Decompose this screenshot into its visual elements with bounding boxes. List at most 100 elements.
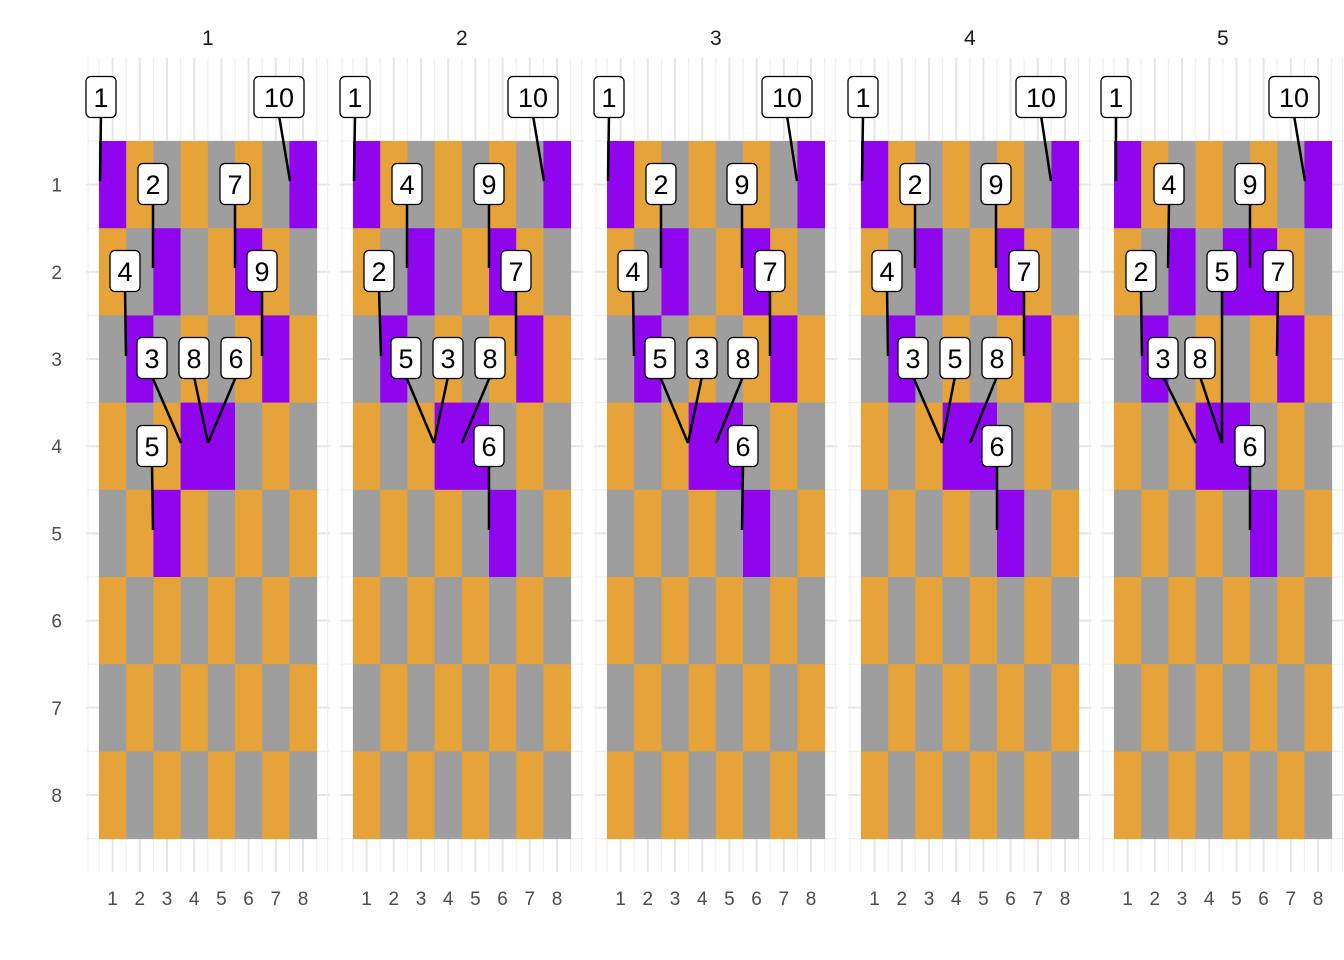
board-cell (262, 751, 290, 840)
board-cell (888, 402, 916, 491)
board-cell (353, 751, 381, 840)
board-cell (997, 577, 1025, 665)
label-box (1153, 162, 1185, 206)
board-cell (661, 664, 690, 752)
board-cell (861, 751, 889, 840)
label-leader (150, 464, 155, 531)
board-cell (607, 489, 635, 578)
label-box (644, 336, 676, 380)
board-cell (861, 489, 889, 578)
board-cell (235, 664, 263, 752)
board-cell (1195, 489, 1224, 578)
board-cell (353, 489, 381, 578)
label-leader (785, 115, 799, 182)
board-cell (1222, 664, 1251, 752)
board-cell (407, 751, 436, 840)
label-text: 6 (481, 432, 496, 462)
board-cell (915, 664, 944, 752)
board-cell (235, 402, 263, 491)
highlight-cell (289, 141, 318, 229)
label-leader (460, 376, 492, 444)
board-cell (516, 577, 544, 665)
label-box (847, 75, 879, 119)
label-box (137, 162, 169, 206)
panel-strip-label: 4 (964, 27, 976, 50)
board-cell (797, 315, 826, 404)
label-box (617, 249, 649, 293)
label-box (754, 249, 786, 293)
board-cell (1051, 228, 1080, 316)
x-tick-label: 2 (389, 889, 400, 910)
label-text: 2 (653, 170, 668, 200)
board-cell (1277, 577, 1305, 665)
board-cell (207, 228, 236, 316)
highlight-cell (153, 489, 182, 578)
label-leader (940, 376, 957, 444)
board-cell (888, 489, 916, 578)
label-text: 7 (1016, 257, 1031, 287)
label-box (473, 162, 505, 206)
x-tick-label: 7 (779, 889, 790, 910)
label-text: 3 (694, 344, 709, 374)
label-box (339, 75, 371, 119)
board-cell (516, 751, 544, 840)
label-box (1234, 424, 1266, 468)
board-cell (289, 315, 318, 404)
label-box (1268, 75, 1320, 119)
board-cell (607, 751, 635, 840)
board-cell (1024, 402, 1052, 491)
board-cell (969, 489, 998, 578)
board-cell (1168, 751, 1197, 840)
board-cell (461, 489, 490, 578)
label-box (686, 336, 718, 380)
label-box (980, 162, 1012, 206)
board-cell (180, 751, 209, 840)
label-leader (150, 376, 183, 444)
board-cell (1141, 751, 1169, 840)
label-leader (1161, 375, 1198, 444)
panel: 31 2 3 4 5 6 7 81 102 94 75 3 86 (593, 27, 838, 910)
board-cell (770, 577, 798, 665)
highlight-cell (770, 315, 798, 404)
highlight-cell (861, 141, 889, 229)
x-tick-label: 8 (1060, 889, 1071, 910)
x-tick-label: 4 (443, 889, 454, 910)
label-box (1147, 336, 1179, 380)
board-cell (1024, 664, 1052, 752)
label-leader (123, 289, 128, 357)
label-box (981, 424, 1013, 468)
label-leader (531, 115, 546, 182)
board-cell (1051, 315, 1080, 404)
y-tick-label: 4 (51, 437, 62, 458)
highlight-cell (1250, 489, 1278, 578)
board-cell (1024, 751, 1052, 840)
board-cell (289, 664, 318, 752)
board-cell (1195, 577, 1224, 665)
label-box (136, 424, 168, 468)
board-cell (126, 489, 154, 578)
label-leader (714, 376, 745, 444)
board-cell (942, 228, 971, 316)
y-tick-label: 2 (51, 263, 62, 284)
label-leader (885, 289, 890, 357)
board-cell (1304, 402, 1333, 491)
panel: 51 2 3 4 5 6 7 81 104 92 5 73 86 (1100, 27, 1344, 910)
label-box (761, 75, 813, 119)
label-leader (1292, 115, 1307, 182)
board-cell (516, 402, 544, 491)
label-text: 5 (398, 344, 413, 374)
label-leader (740, 464, 745, 531)
board-cell (861, 402, 889, 491)
panel-strip-label: 2 (456, 27, 468, 50)
board-cell (489, 664, 517, 752)
label-leader (432, 376, 450, 444)
label-box (645, 162, 677, 206)
board-cell (1304, 577, 1333, 665)
highlight-cell (743, 489, 771, 578)
label-text: 10 (772, 83, 802, 113)
label-text: 10 (264, 83, 294, 113)
board-cell (1114, 751, 1142, 840)
x-tick-label: 3 (416, 889, 427, 910)
board-cell (262, 577, 290, 665)
label-text: 7 (227, 170, 242, 200)
